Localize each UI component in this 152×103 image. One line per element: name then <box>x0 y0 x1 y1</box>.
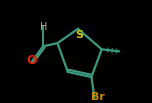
Text: S: S <box>75 30 83 40</box>
Text: O: O <box>26 54 37 67</box>
Text: H: H <box>40 22 48 32</box>
Text: Br: Br <box>91 92 105 102</box>
